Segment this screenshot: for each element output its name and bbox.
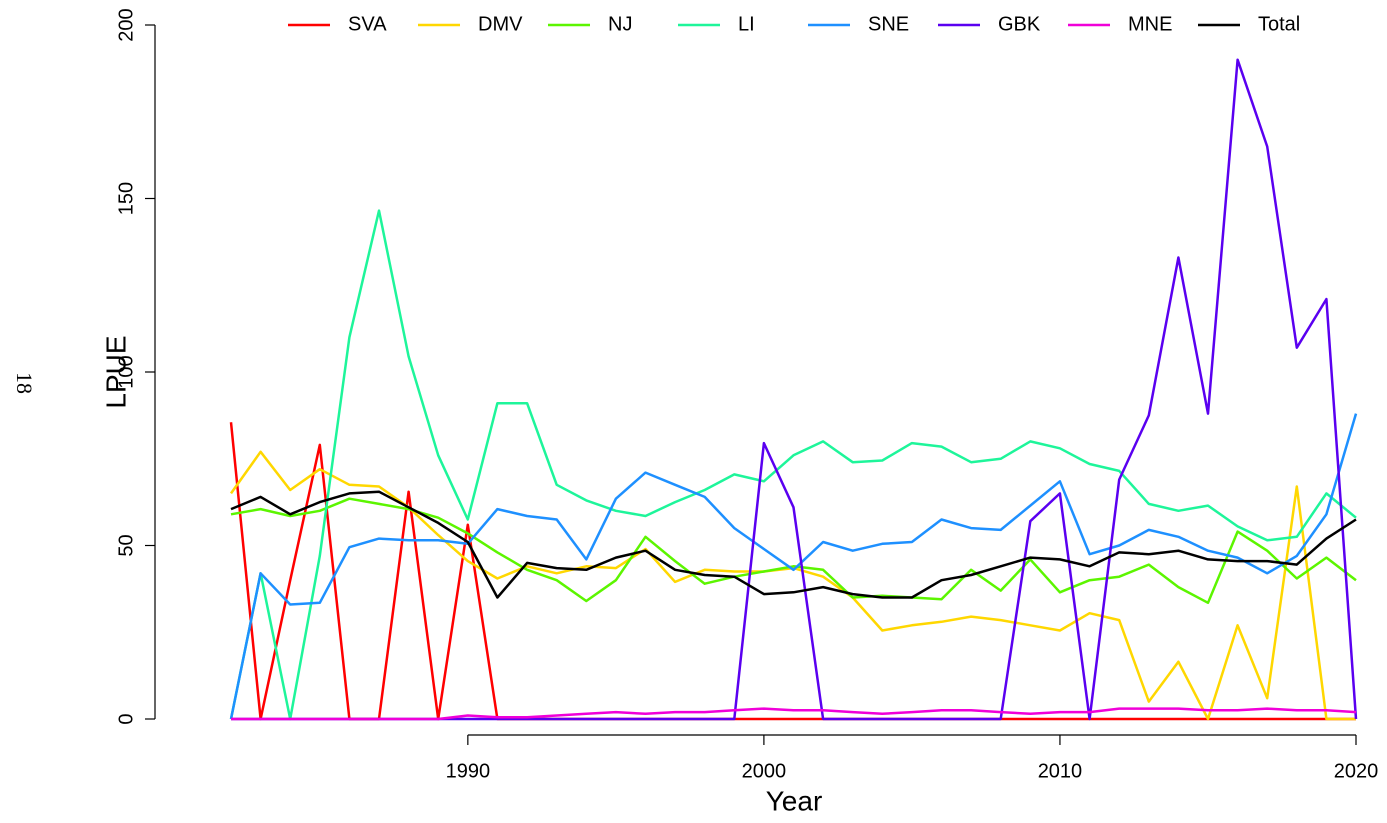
series-line: [229, 209, 1357, 721]
x-tick-label: 2020: [1334, 760, 1379, 782]
x-axis-label: Year: [766, 785, 823, 816]
legend-label: DMV: [478, 13, 523, 35]
y-tick-label: 200: [115, 8, 137, 41]
legend-label: Total: [1258, 13, 1300, 35]
x-tick-label: 2010: [1038, 760, 1083, 782]
legend-label: NJ: [608, 13, 632, 35]
series-line: [231, 58, 1358, 721]
y-axis-label: LPUE: [100, 335, 131, 408]
legend-label: LI: [738, 13, 755, 35]
series-line: [229, 422, 1356, 721]
y-tick-label: 50: [115, 534, 137, 556]
y-tick-label: 100: [115, 355, 137, 388]
legend-label: SNE: [868, 13, 909, 35]
y-tick-label: 0: [115, 713, 137, 724]
series-line: [230, 490, 1357, 599]
legend-label: SVA: [348, 13, 387, 35]
series-line: [229, 413, 1358, 720]
series-line: [231, 707, 1357, 721]
page-number: 18: [12, 372, 37, 394]
legend-label: MNE: [1128, 13, 1172, 35]
legend-label: GBK: [998, 13, 1041, 35]
series-line: [229, 450, 1356, 721]
x-tick-label: 1990: [446, 760, 491, 782]
y-tick-label: 150: [115, 182, 137, 215]
x-tick-label: 2000: [742, 760, 787, 782]
